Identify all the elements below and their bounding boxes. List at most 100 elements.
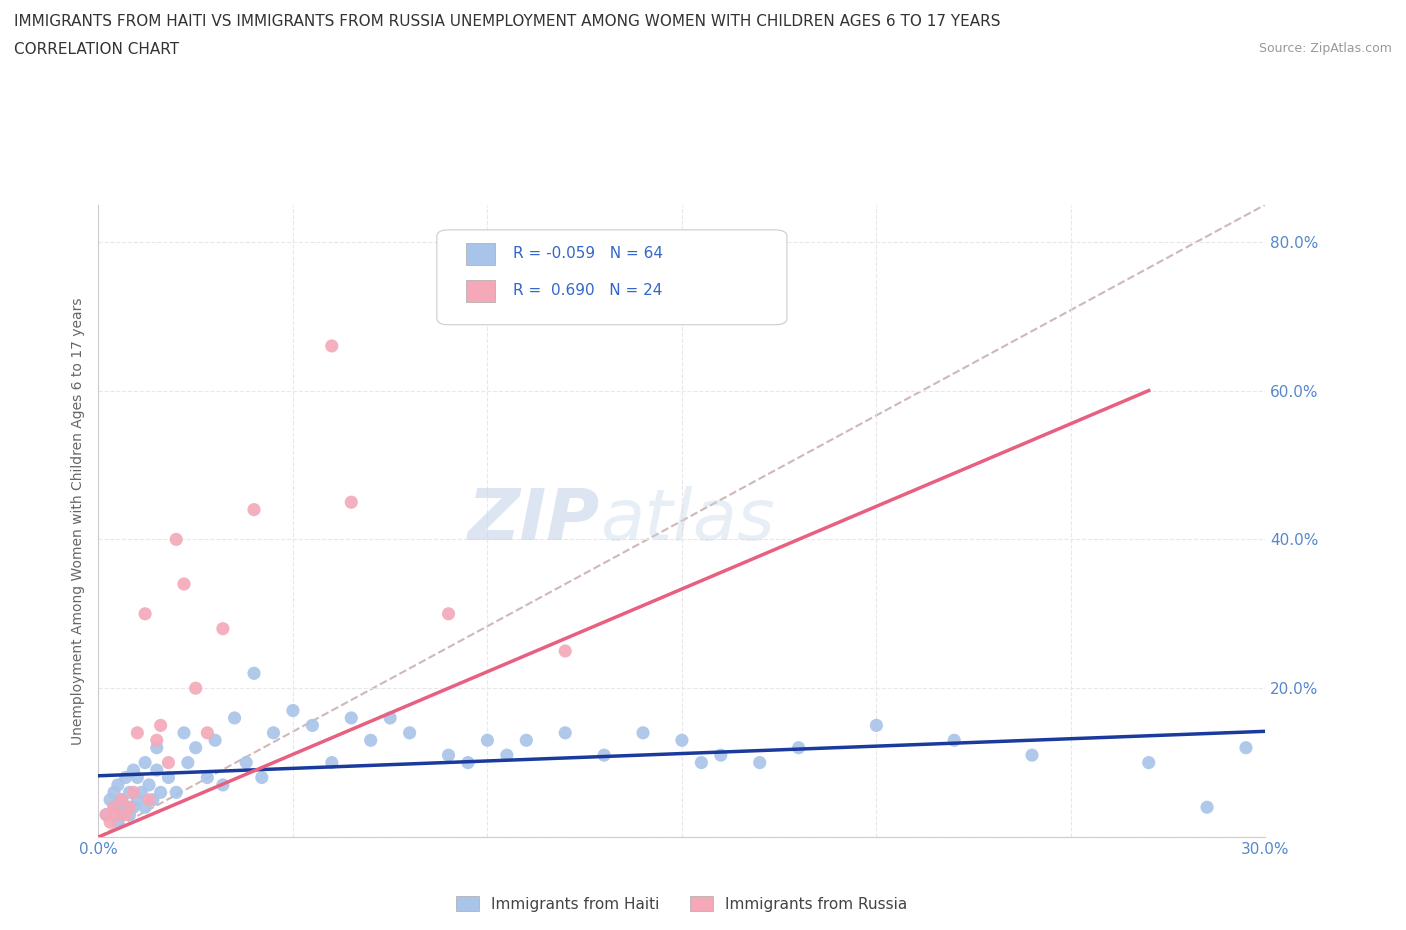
- Point: [127, 770, 149, 785]
- Point: [146, 740, 169, 755]
- Point: [129, 785, 152, 800]
- Point: [943, 733, 966, 748]
- Point: [437, 748, 460, 763]
- Point: [177, 755, 200, 770]
- Point: [122, 785, 145, 800]
- Text: atlas: atlas: [600, 486, 775, 555]
- Point: [107, 815, 129, 830]
- Point: [360, 733, 382, 748]
- Point: [165, 785, 187, 800]
- Point: [111, 792, 134, 807]
- Point: [165, 532, 187, 547]
- Point: [107, 807, 129, 822]
- Point: [477, 733, 499, 748]
- Point: [118, 800, 141, 815]
- FancyBboxPatch shape: [437, 230, 787, 325]
- Point: [690, 755, 713, 770]
- Text: R =  0.690   N = 24: R = 0.690 N = 24: [513, 284, 662, 299]
- Point: [149, 785, 172, 800]
- Point: [437, 606, 460, 621]
- Point: [224, 711, 246, 725]
- FancyBboxPatch shape: [465, 280, 495, 302]
- Point: [103, 800, 125, 815]
- Point: [134, 606, 156, 621]
- Point: [122, 800, 145, 815]
- Point: [212, 621, 235, 636]
- Point: [593, 748, 616, 763]
- Point: [111, 792, 134, 807]
- Point: [157, 770, 180, 785]
- Point: [340, 495, 363, 510]
- Point: [98, 792, 121, 807]
- Text: R = -0.059   N = 64: R = -0.059 N = 64: [513, 246, 662, 261]
- Point: [378, 711, 402, 725]
- Point: [173, 725, 195, 740]
- Point: [212, 777, 235, 792]
- Point: [173, 577, 195, 591]
- Point: [281, 703, 304, 718]
- Point: [195, 725, 218, 740]
- Point: [96, 807, 118, 822]
- Point: [865, 718, 887, 733]
- Point: [103, 785, 125, 800]
- Point: [340, 711, 363, 725]
- Point: [142, 792, 165, 807]
- Point: [114, 770, 136, 785]
- Point: [1234, 740, 1257, 755]
- Point: [138, 777, 160, 792]
- Point: [127, 725, 149, 740]
- Point: [243, 502, 266, 517]
- Point: [204, 733, 226, 748]
- Text: CORRELATION CHART: CORRELATION CHART: [14, 42, 179, 57]
- Point: [243, 666, 266, 681]
- Point: [1195, 800, 1218, 815]
- Point: [250, 770, 273, 785]
- Point: [554, 725, 576, 740]
- Point: [301, 718, 323, 733]
- Point: [134, 800, 156, 815]
- Point: [111, 807, 134, 822]
- Point: [321, 755, 343, 770]
- Point: [122, 763, 145, 777]
- Point: [98, 815, 121, 830]
- Point: [1137, 755, 1160, 770]
- Point: [184, 681, 207, 696]
- Point: [146, 733, 169, 748]
- Point: [96, 807, 118, 822]
- Point: [554, 644, 576, 658]
- Point: [127, 792, 149, 807]
- Point: [671, 733, 693, 748]
- Point: [184, 740, 207, 755]
- Text: ZIP: ZIP: [468, 486, 600, 555]
- Point: [118, 807, 141, 822]
- Point: [457, 755, 479, 770]
- Text: Source: ZipAtlas.com: Source: ZipAtlas.com: [1258, 42, 1392, 55]
- Point: [748, 755, 770, 770]
- Point: [134, 755, 156, 770]
- Point: [515, 733, 537, 748]
- Point: [107, 800, 129, 815]
- Point: [787, 740, 810, 755]
- Text: IMMIGRANTS FROM HAITI VS IMMIGRANTS FROM RUSSIA UNEMPLOYMENT AMONG WOMEN WITH CH: IMMIGRANTS FROM HAITI VS IMMIGRANTS FROM…: [14, 14, 1001, 29]
- Point: [146, 763, 169, 777]
- Point: [195, 770, 218, 785]
- Point: [103, 800, 125, 815]
- Point: [262, 725, 284, 740]
- Point: [631, 725, 654, 740]
- Point: [398, 725, 420, 740]
- Y-axis label: Unemployment Among Women with Children Ages 6 to 17 years: Unemployment Among Women with Children A…: [72, 297, 86, 745]
- FancyBboxPatch shape: [465, 243, 495, 265]
- Point: [149, 718, 172, 733]
- Point: [118, 785, 141, 800]
- Point: [1021, 748, 1043, 763]
- Point: [235, 755, 257, 770]
- Legend: Immigrants from Haiti, Immigrants from Russia: Immigrants from Haiti, Immigrants from R…: [450, 890, 914, 918]
- Point: [710, 748, 733, 763]
- Point: [157, 755, 180, 770]
- Point: [114, 800, 136, 815]
- Point: [321, 339, 343, 353]
- Point: [114, 807, 136, 822]
- Point: [495, 748, 517, 763]
- Point: [138, 792, 160, 807]
- Point: [107, 777, 129, 792]
